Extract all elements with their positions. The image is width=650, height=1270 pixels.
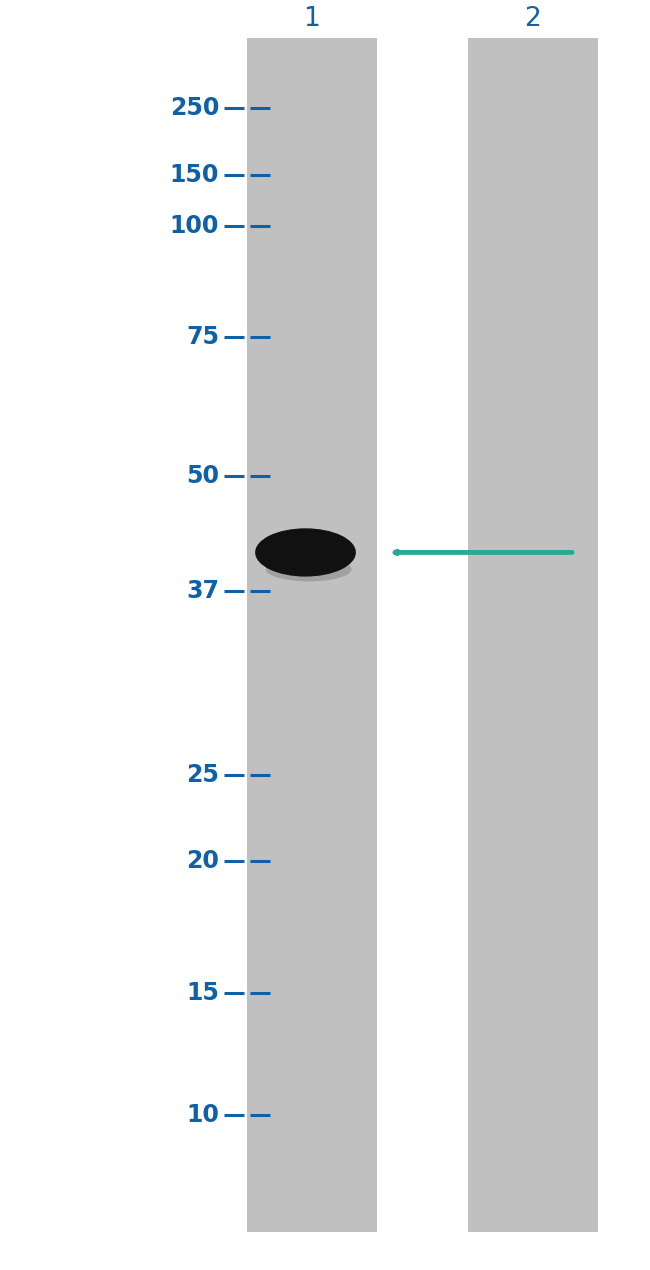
Text: 100: 100 — [170, 215, 219, 237]
Text: 2: 2 — [525, 6, 541, 32]
Text: 25: 25 — [186, 763, 219, 786]
Bar — [468, 38, 598, 1232]
Ellipse shape — [255, 528, 356, 577]
Text: 50: 50 — [186, 465, 219, 488]
Text: 1: 1 — [304, 6, 320, 32]
Text: 150: 150 — [170, 164, 219, 187]
Text: 10: 10 — [186, 1104, 219, 1126]
Text: 75: 75 — [186, 325, 219, 348]
Text: 37: 37 — [186, 579, 219, 602]
Ellipse shape — [270, 530, 335, 551]
Text: 250: 250 — [170, 97, 219, 119]
Text: 15: 15 — [186, 982, 219, 1005]
Ellipse shape — [266, 558, 352, 582]
Bar — [247, 38, 377, 1232]
Text: 20: 20 — [186, 850, 219, 872]
